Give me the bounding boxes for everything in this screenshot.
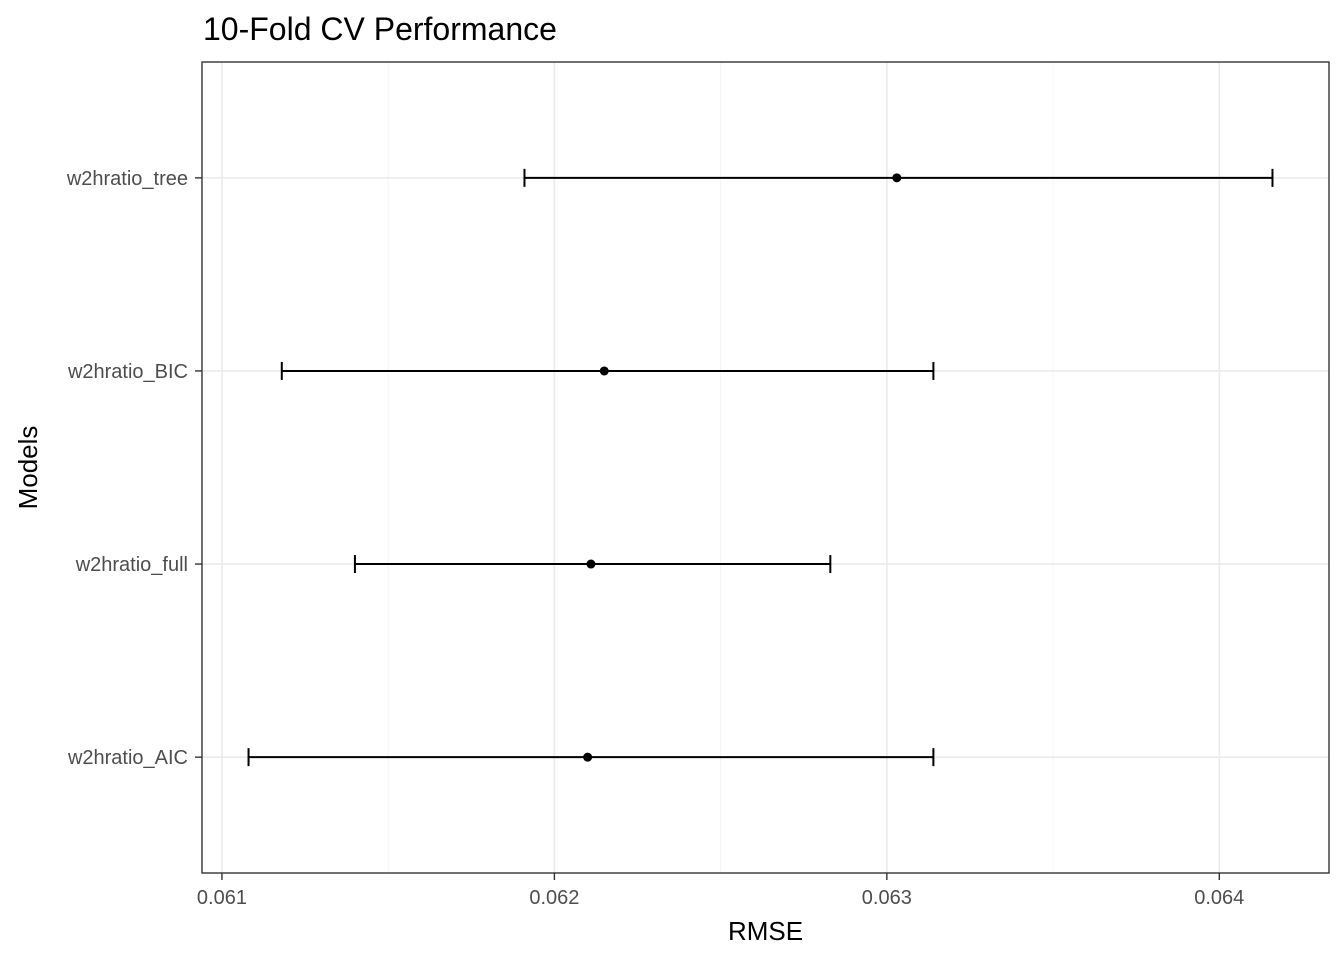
- axes: 0.061 0.062 0.063 0.064 w2hratio_AIC w2hratio…: [66, 168, 1245, 909]
- panel-border: [201, 61, 1330, 874]
- x-axis-title: RMSE: [728, 916, 803, 946]
- y-tick-label: w2hratio_tree: [66, 168, 188, 190]
- rmse-point: [892, 173, 902, 183]
- x-tick-label: 0.063: [862, 887, 912, 909]
- rmse-point: [583, 752, 593, 762]
- plot-marks: [247, 168, 1274, 767]
- y-tick-label: w2hratio_BIC: [67, 361, 188, 383]
- grid: [202, 62, 1329, 873]
- x-tick-label: 0.064: [1194, 887, 1244, 909]
- rmse-point: [599, 366, 609, 376]
- x-tick-label: 0.061: [197, 887, 247, 909]
- y-tick-label: w2hratio_full: [75, 554, 188, 576]
- y-axis-title: Models: [13, 426, 43, 510]
- x-tick-label: 0.062: [529, 887, 579, 909]
- rmse-point: [586, 559, 596, 569]
- chart-title: 10-Fold CV Performance: [203, 11, 557, 47]
- y-tick-label: w2hratio_AIC: [67, 747, 188, 769]
